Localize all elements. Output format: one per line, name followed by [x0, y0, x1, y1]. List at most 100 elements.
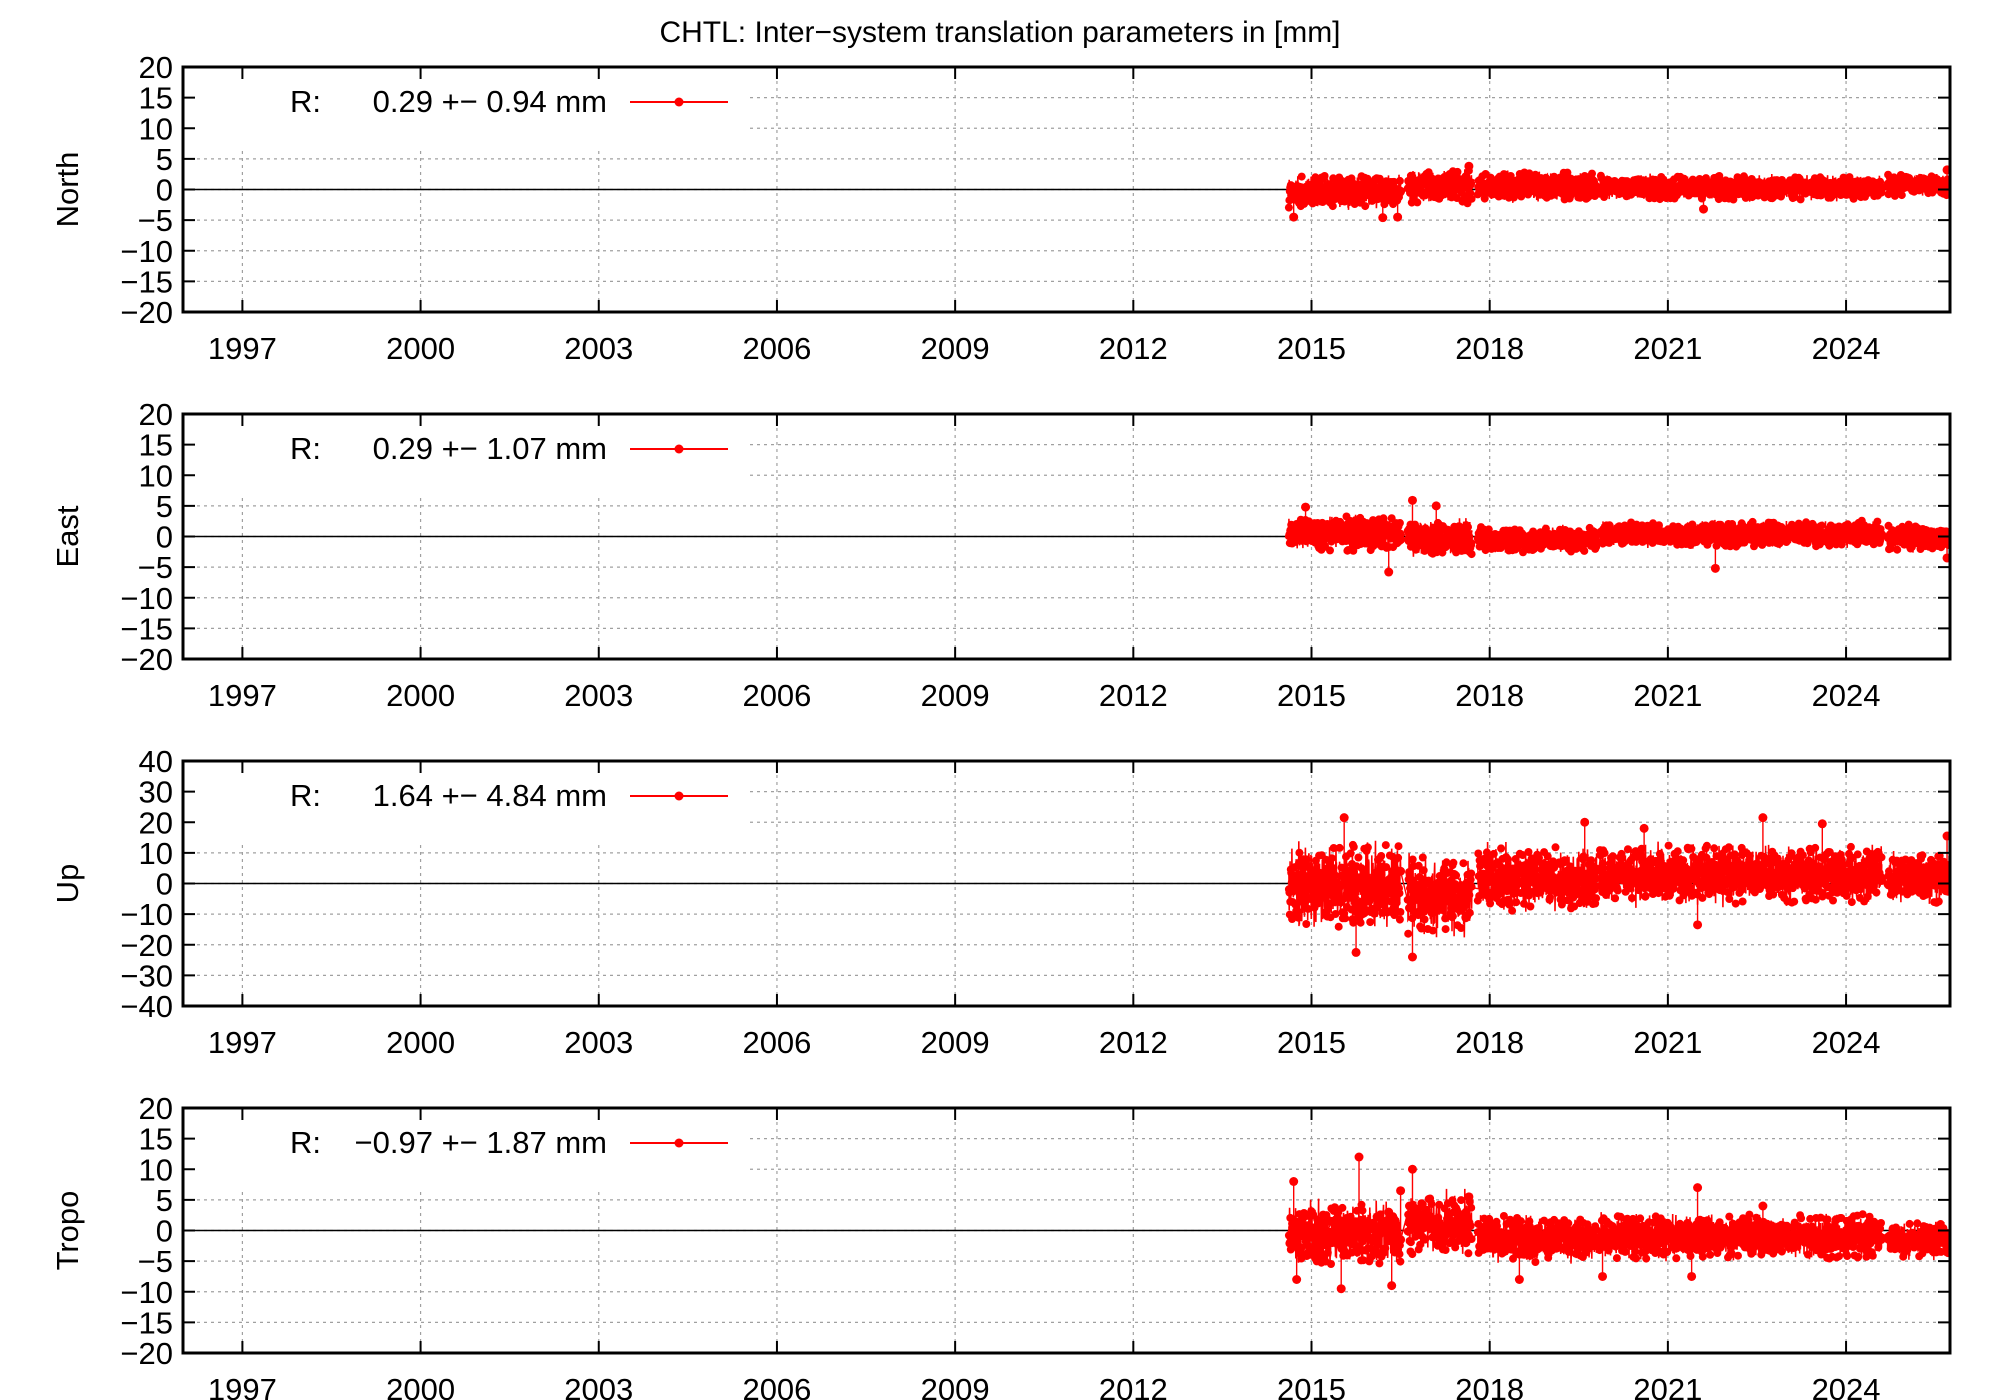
- data-point: [1286, 183, 1296, 193]
- data-dot: [1475, 892, 1484, 900]
- data-point: [1461, 541, 1471, 551]
- data-point: [1434, 533, 1444, 543]
- x-tick-label: 2018: [1455, 1025, 1524, 1060]
- data-dot: [1524, 848, 1533, 856]
- x-tick-label: 2012: [1099, 678, 1168, 713]
- data-point: [1877, 875, 1887, 885]
- data-dot: [1441, 925, 1450, 934]
- data-dot: [1295, 848, 1304, 857]
- data-dot: [1897, 191, 1906, 200]
- data-point: [1841, 524, 1851, 534]
- data-point: [1405, 903, 1415, 913]
- data-point: [1924, 528, 1934, 538]
- data-dot: [1655, 521, 1663, 530]
- data-layer: [1284, 1152, 1950, 1294]
- x-tick-label: 2003: [564, 331, 633, 366]
- data-dot: [1460, 902, 1469, 911]
- data-dot: [1874, 862, 1883, 871]
- data-dot: [1424, 168, 1433, 177]
- outlier-point: [1351, 947, 1361, 957]
- y-tick-label: 20: [139, 805, 173, 840]
- data-point: [1877, 183, 1887, 193]
- data-dot: [1656, 854, 1665, 863]
- data-dot: [1297, 172, 1306, 181]
- data-point: [1461, 172, 1471, 182]
- data-dot: [1394, 853, 1403, 862]
- data-dot: [1349, 842, 1358, 851]
- data-point: [1752, 179, 1762, 189]
- data-point: [1434, 885, 1444, 895]
- data-dot: [1613, 886, 1622, 895]
- data-dot: [1453, 167, 1462, 176]
- data-point: [1562, 186, 1572, 196]
- data-dot: [1449, 858, 1458, 867]
- data-point: [1286, 525, 1296, 535]
- data-point: [1357, 528, 1367, 538]
- data-point: [1788, 866, 1798, 876]
- x-tick-label: 2021: [1633, 1025, 1702, 1060]
- data-point: [1734, 181, 1744, 191]
- data-dot: [1893, 545, 1902, 554]
- data-dot: [1323, 1248, 1332, 1257]
- data-dot: [1326, 546, 1334, 555]
- data-dot: [1546, 893, 1554, 902]
- data-dot: [1376, 177, 1385, 185]
- data-dot: [1618, 854, 1626, 862]
- data-point: [1770, 527, 1780, 537]
- data-dot: [1943, 887, 1950, 896]
- outlier-point: [1693, 920, 1703, 930]
- data-point: [1544, 183, 1554, 193]
- data-point: [1906, 872, 1916, 882]
- data-dot: [1723, 888, 1732, 897]
- data-dot: [1313, 1215, 1322, 1224]
- data-dot: [1373, 903, 1382, 912]
- data-dot: [1853, 850, 1862, 859]
- outlier-point: [1339, 813, 1349, 823]
- data-dot: [1918, 851, 1927, 860]
- data-point: [1286, 885, 1296, 895]
- data-dot: [1420, 915, 1429, 924]
- data-dot: [1551, 843, 1560, 852]
- legend-background: [187, 765, 747, 841]
- outlier-point: [1289, 212, 1299, 222]
- x-tick-label: 2015: [1277, 331, 1346, 366]
- outlier-point: [1639, 823, 1649, 833]
- data-point: [1494, 177, 1504, 187]
- data-dot: [1702, 853, 1711, 862]
- data-point: [1805, 525, 1815, 535]
- data-point: [1508, 180, 1518, 190]
- data-point: [1618, 872, 1628, 882]
- data-point: [1357, 180, 1367, 190]
- data-point: [1342, 524, 1352, 534]
- data-point: [1298, 522, 1308, 532]
- data-dot: [1641, 891, 1650, 900]
- data-dot: [1412, 880, 1421, 889]
- data-point: [1770, 183, 1780, 193]
- data-dot: [1628, 894, 1636, 902]
- data-dot: [1512, 898, 1521, 907]
- data-dot: [1467, 194, 1476, 203]
- data-point: [1461, 882, 1471, 892]
- data-point: [1419, 173, 1429, 183]
- data-dot: [1745, 851, 1754, 860]
- data-dot: [1467, 550, 1476, 559]
- data-dot: [1846, 842, 1855, 851]
- data-dot: [1427, 1200, 1436, 1209]
- data-dot: [1428, 926, 1437, 935]
- y-tick-label: 30: [139, 775, 173, 810]
- data-dot: [1354, 853, 1363, 862]
- outlier-point: [1710, 563, 1720, 573]
- data-point: [1657, 869, 1667, 879]
- data-dot: [1356, 918, 1365, 927]
- data-dot: [1482, 848, 1491, 857]
- data-dot: [1634, 886, 1643, 895]
- data-point: [1639, 524, 1649, 534]
- data-dot: [1550, 863, 1559, 872]
- data-dot: [1464, 523, 1472, 532]
- data-dot: [1369, 1221, 1378, 1230]
- data-dot: [1922, 887, 1930, 896]
- x-tick-label: 2006: [742, 331, 811, 366]
- x-tick-label: 1997: [208, 1025, 277, 1060]
- data-point: [1859, 528, 1869, 538]
